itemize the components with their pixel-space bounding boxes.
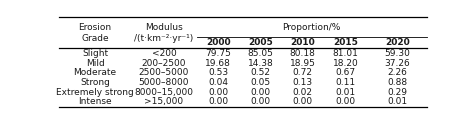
Text: 2020: 2020 xyxy=(385,38,410,47)
Text: 0.52: 0.52 xyxy=(250,68,270,77)
Text: 0.67: 0.67 xyxy=(336,68,356,77)
Text: 200–2500: 200–2500 xyxy=(142,59,186,68)
Text: 0.13: 0.13 xyxy=(292,78,313,87)
Text: Modulus
/(t·km⁻²·yr⁻¹): Modulus /(t·km⁻²·yr⁻¹) xyxy=(134,23,193,43)
Text: 18.95: 18.95 xyxy=(290,59,316,68)
Text: 0.01: 0.01 xyxy=(387,97,407,106)
Text: 0.00: 0.00 xyxy=(336,97,356,106)
Text: 5000–8000: 5000–8000 xyxy=(139,78,189,87)
Text: 18.20: 18.20 xyxy=(333,59,359,68)
Text: 0.04: 0.04 xyxy=(208,78,228,87)
Text: 37.26: 37.26 xyxy=(384,59,410,68)
Text: <200: <200 xyxy=(152,49,176,58)
Text: Mild: Mild xyxy=(86,59,104,68)
Text: 0.00: 0.00 xyxy=(208,88,228,97)
Text: 0.01: 0.01 xyxy=(336,88,356,97)
Text: Strong: Strong xyxy=(80,78,110,87)
Text: 0.05: 0.05 xyxy=(250,78,271,87)
Text: 0.53: 0.53 xyxy=(208,68,228,77)
Text: 0.00: 0.00 xyxy=(250,88,271,97)
Text: 0.11: 0.11 xyxy=(336,78,356,87)
Text: >15,000: >15,000 xyxy=(145,97,183,106)
Text: Proportion/%: Proportion/% xyxy=(283,23,341,32)
Text: 2005: 2005 xyxy=(248,38,273,47)
Text: 79.75: 79.75 xyxy=(205,49,231,58)
Text: Moderate: Moderate xyxy=(73,68,117,77)
Text: 0.88: 0.88 xyxy=(387,78,407,87)
Text: 81.01: 81.01 xyxy=(333,49,359,58)
Text: 2500–5000: 2500–5000 xyxy=(139,68,189,77)
Text: Extremely strong: Extremely strong xyxy=(56,88,134,97)
Text: 85.05: 85.05 xyxy=(247,49,273,58)
Text: 2000: 2000 xyxy=(206,38,230,47)
Text: 0.00: 0.00 xyxy=(292,97,313,106)
Text: 8000–15,000: 8000–15,000 xyxy=(135,88,193,97)
Text: 0.00: 0.00 xyxy=(208,97,228,106)
Text: 59.30: 59.30 xyxy=(384,49,410,58)
Text: 2015: 2015 xyxy=(333,38,358,47)
Text: 0.02: 0.02 xyxy=(292,88,313,97)
Text: 0.29: 0.29 xyxy=(387,88,407,97)
Text: 0.00: 0.00 xyxy=(250,97,271,106)
Text: Erosion
Grade: Erosion Grade xyxy=(79,23,112,43)
Text: 2.26: 2.26 xyxy=(387,68,407,77)
Text: Slight: Slight xyxy=(82,49,108,58)
Text: 80.18: 80.18 xyxy=(290,49,316,58)
Text: 14.38: 14.38 xyxy=(247,59,273,68)
Text: 0.72: 0.72 xyxy=(292,68,313,77)
Text: 19.68: 19.68 xyxy=(205,59,231,68)
Text: 2010: 2010 xyxy=(290,38,315,47)
Text: Intense: Intense xyxy=(78,97,112,106)
